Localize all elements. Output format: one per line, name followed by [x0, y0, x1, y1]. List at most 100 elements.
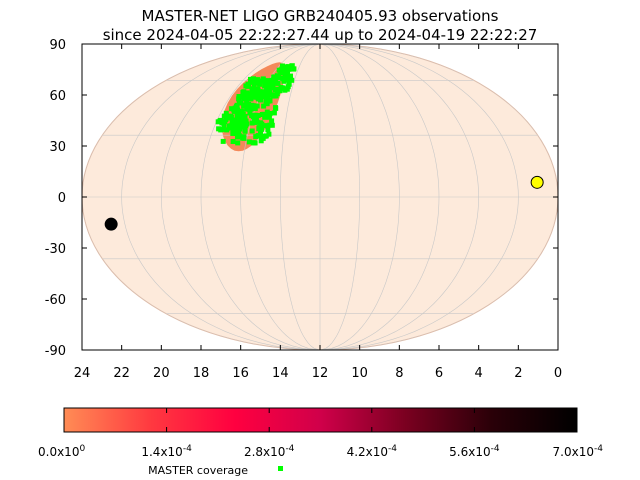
coverage-point [269, 118, 275, 124]
coverage-point [242, 128, 248, 134]
chart-title-line2: since 2024-04-05 22:22:27.44 up to 2024-… [102, 26, 538, 44]
coverage-point [247, 96, 253, 102]
moon-marker [104, 217, 118, 231]
coverage-point [267, 87, 273, 93]
y-tick-label: 90 [49, 38, 66, 53]
coverage-point [262, 123, 268, 129]
coverage-point [241, 89, 247, 95]
coverage-point [275, 75, 281, 81]
coverage-point [264, 109, 270, 115]
y-tick-label: 0 [58, 191, 66, 206]
y-tick-label: -30 [45, 242, 66, 257]
coverage-point [253, 114, 259, 120]
coverage-point [243, 123, 249, 129]
coverage-point [249, 128, 255, 134]
coverage-point [276, 67, 282, 73]
coverage-point [240, 111, 246, 117]
coverage-point [256, 126, 262, 132]
coverage-point [261, 103, 267, 109]
coverage-point [271, 74, 277, 80]
coverage-point [243, 83, 249, 89]
coverage-point [265, 98, 271, 104]
coverage-point [282, 87, 288, 93]
coverage-point [258, 138, 264, 144]
coverage-point [265, 78, 271, 84]
coverage-point [230, 131, 236, 136]
coverage-point [259, 126, 265, 132]
y-tick-label: -60 [45, 293, 66, 308]
colorbar-tick-label: 7.0x10-4 [553, 444, 604, 459]
coverage-point [282, 75, 288, 81]
colorbar-tick-label: 4.2x10-4 [347, 444, 398, 459]
coverage-point [245, 91, 251, 97]
coverage-point [266, 131, 272, 137]
x-tick-label: 20 [153, 366, 170, 381]
y-tick-label: 60 [49, 89, 66, 104]
coverage-point [252, 106, 258, 112]
coverage-point [249, 88, 255, 94]
sun-marker [530, 175, 544, 189]
coverage-point [289, 77, 295, 83]
coverage-point [280, 63, 285, 69]
coverage-point [261, 78, 267, 84]
coverage-point [234, 125, 239, 131]
colorbar [63, 407, 578, 433]
coverage-point [256, 90, 262, 96]
coverage-point [239, 109, 245, 115]
coverage-point [241, 96, 247, 102]
coverage-point [283, 64, 288, 70]
coverage-point [246, 106, 252, 112]
coverage-point [265, 82, 271, 88]
coverage-point [249, 113, 255, 119]
coverage-point [262, 83, 268, 89]
coverage-point [273, 105, 278, 111]
coverage-point [231, 107, 237, 113]
coverage-point [221, 113, 227, 119]
coverage-point [254, 103, 260, 109]
coverage-point [248, 79, 253, 85]
coverage-point [248, 76, 253, 82]
chart-title-line1: MASTER-NET LIGO GRB240405.93 observation… [141, 7, 499, 25]
coverage-point [236, 133, 242, 139]
coverage-point [237, 112, 243, 118]
x-tick-label: 22 [113, 366, 130, 381]
coverage-point [251, 140, 257, 146]
coverage-point [258, 129, 263, 135]
coverage-point [272, 79, 278, 85]
coverage-point [279, 66, 285, 72]
coverage-point [250, 103, 256, 109]
coverage-point [235, 140, 241, 146]
coverage-point [288, 73, 293, 79]
x-tick-label: 14 [272, 366, 289, 381]
coverage-point [232, 117, 238, 123]
x-tick-label: 6 [435, 366, 443, 381]
x-tick-label: 16 [232, 366, 249, 381]
colorbar-tick-label: 0.0x100 [38, 444, 85, 459]
coverage-point [257, 81, 263, 87]
coverage-point [291, 66, 297, 72]
y-tick-label: -90 [45, 344, 66, 359]
coverage-point [236, 117, 242, 123]
coverage-point [285, 84, 291, 90]
coverage-point [234, 122, 240, 128]
coverage-point [243, 118, 249, 124]
coverage-point [272, 87, 278, 93]
y-tick-label: 30 [49, 140, 66, 155]
coverage-point [266, 90, 272, 96]
coverage-point [246, 101, 252, 107]
coverage-point [252, 91, 258, 97]
coverage-point [219, 126, 225, 132]
coverage-point [255, 94, 261, 100]
x-tick-label: 8 [395, 366, 403, 381]
coverage-point [228, 113, 234, 119]
coverage-point [259, 112, 265, 117]
coverage-point [247, 92, 253, 98]
coverage-point [289, 63, 295, 69]
coverage-point [239, 124, 245, 130]
coverage-point [275, 80, 281, 86]
x-tick-label: 24 [74, 366, 91, 381]
coverage-point [217, 118, 223, 124]
x-tick-label: 4 [475, 366, 483, 381]
coverage-point [278, 84, 284, 90]
coverage-point [271, 110, 277, 116]
